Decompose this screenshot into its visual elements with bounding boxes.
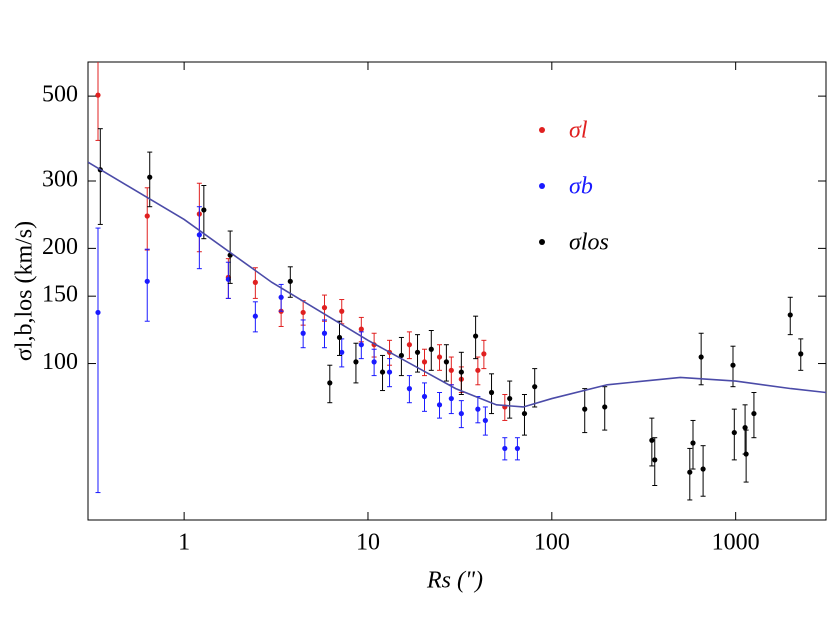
point (196, 232, 202, 238)
point (358, 326, 364, 332)
point (406, 386, 412, 392)
point (687, 469, 693, 475)
y-tick-label: 300 (42, 167, 78, 193)
y-axis-label: σl,b,los (km/s) (12, 221, 38, 361)
point (698, 354, 704, 360)
point (436, 402, 443, 408)
point (502, 445, 508, 452)
point (287, 278, 293, 284)
point (398, 352, 405, 359)
point (95, 309, 101, 316)
point (458, 369, 464, 375)
point (473, 333, 479, 339)
point (731, 429, 737, 436)
legend-marker (539, 127, 545, 133)
point (507, 395, 513, 402)
point (428, 346, 434, 352)
point (602, 404, 608, 410)
point (421, 359, 428, 365)
point (144, 213, 150, 219)
x-tick-label: 1 (178, 530, 190, 556)
point (300, 309, 306, 316)
point (751, 410, 757, 417)
point (336, 334, 343, 341)
point (371, 359, 377, 365)
point (481, 351, 487, 357)
legend-marker (539, 239, 545, 245)
point (252, 279, 258, 285)
point (582, 406, 588, 412)
point (414, 349, 421, 355)
point (252, 313, 258, 319)
x-tick-label: 1000 (712, 530, 760, 556)
point (475, 367, 481, 373)
point (743, 451, 749, 457)
legend-label: σl (569, 118, 588, 144)
legend-marker (539, 183, 545, 189)
point (436, 354, 443, 360)
point (358, 342, 364, 348)
plot-area (88, 62, 826, 501)
x-tick-label: 10 (356, 530, 380, 556)
point (95, 92, 101, 98)
point (201, 207, 207, 213)
fit-line (88, 161, 826, 408)
point (730, 362, 736, 368)
point (278, 294, 284, 300)
point (147, 174, 153, 180)
point (458, 410, 464, 417)
y-tick-label: 150 (42, 282, 78, 308)
point (521, 410, 528, 417)
point (421, 393, 428, 400)
point (690, 440, 696, 446)
point (700, 466, 706, 472)
point (321, 305, 328, 311)
point (386, 369, 393, 375)
x-axis-label: Rs (") (426, 568, 483, 594)
point (448, 367, 454, 373)
point (353, 359, 359, 365)
y-tick-label: 100 (42, 349, 78, 375)
point (300, 330, 306, 336)
y-tick-label: 200 (42, 234, 78, 260)
point (652, 457, 658, 463)
point (327, 380, 333, 386)
legend-label: σlos (569, 230, 609, 256)
point (321, 330, 328, 336)
point (742, 425, 748, 431)
point (475, 406, 481, 412)
point (225, 276, 231, 282)
x-tick-label: 100 (534, 530, 570, 556)
point (443, 359, 449, 365)
point (339, 349, 345, 355)
point (339, 308, 345, 314)
point (488, 389, 495, 396)
y-tick-label: 500 (42, 82, 78, 108)
point (482, 417, 488, 424)
point (406, 342, 412, 348)
plot-frame (87, 61, 827, 521)
legend-label: σb (569, 174, 593, 200)
point (798, 351, 804, 357)
point (787, 312, 793, 318)
point (514, 445, 521, 452)
point (379, 369, 386, 375)
point (532, 384, 538, 390)
point (448, 395, 454, 402)
point (144, 278, 150, 284)
point (649, 437, 655, 443)
